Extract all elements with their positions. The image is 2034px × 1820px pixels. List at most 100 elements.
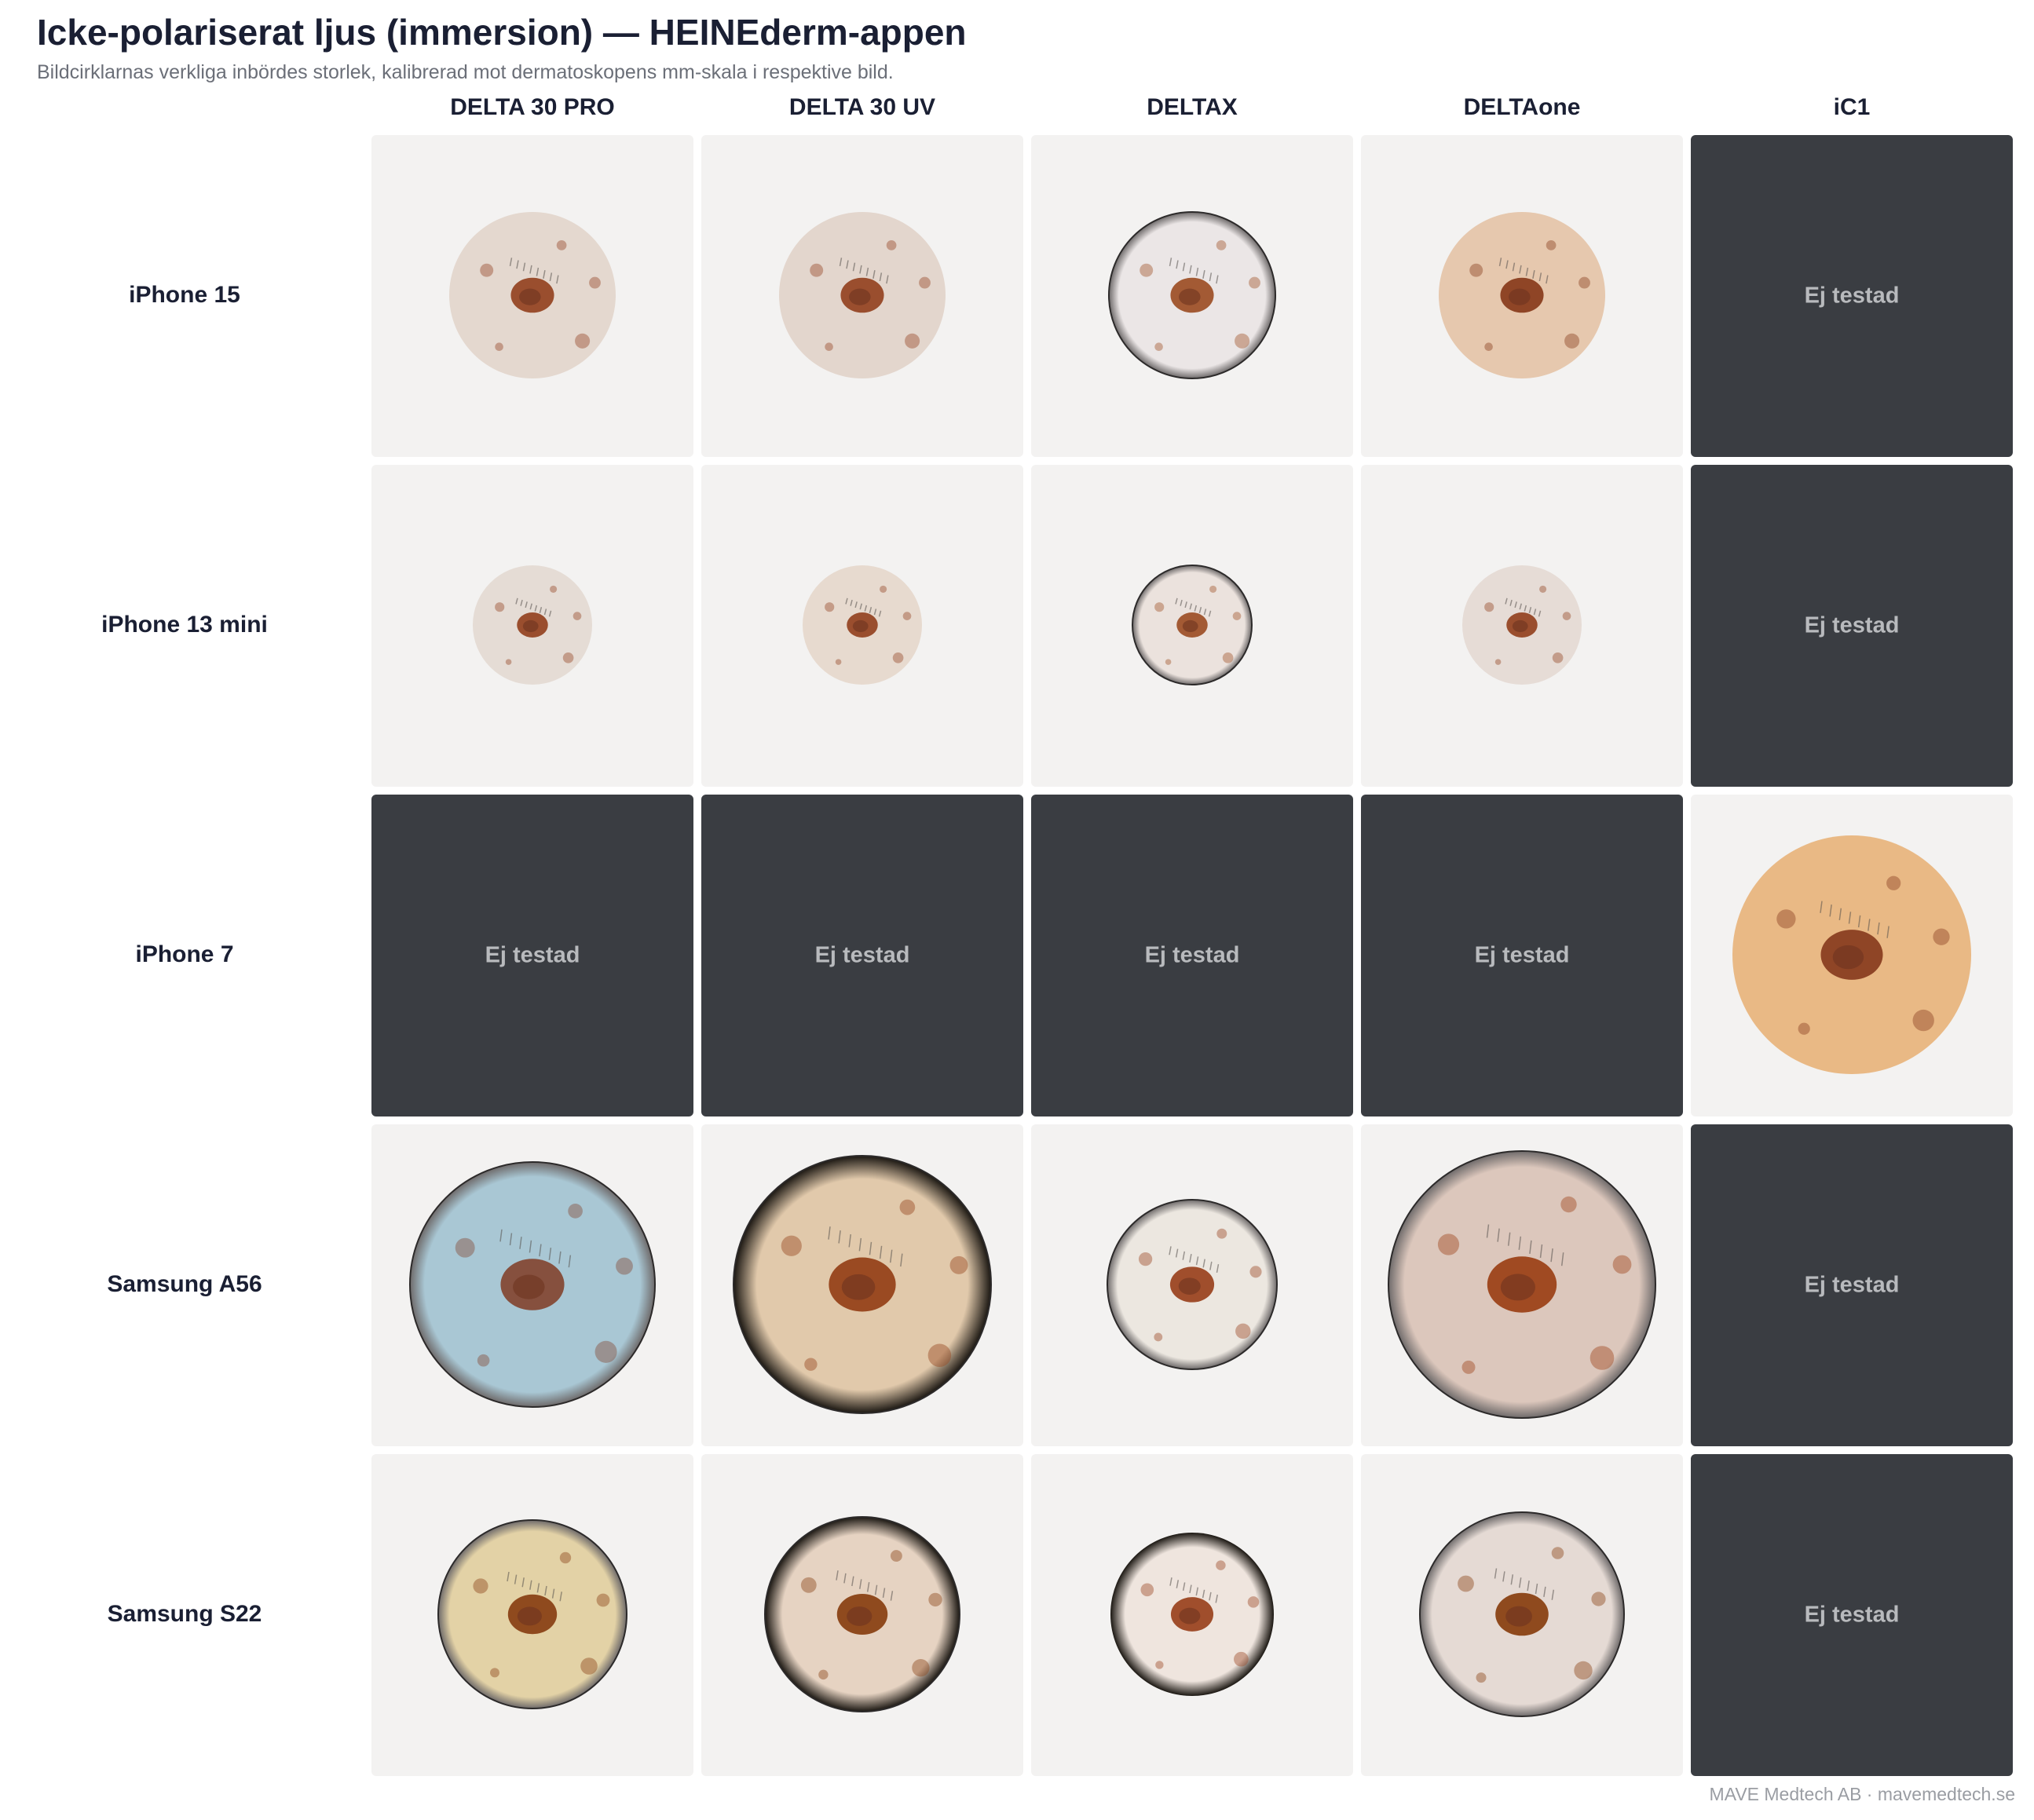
lesion-core (1509, 288, 1531, 305)
dermoscopy-cell (1031, 1454, 1353, 1776)
dermoscopy-cell (1031, 135, 1353, 457)
mm-scale-tick (848, 1233, 851, 1248)
freckle-spot (1437, 1233, 1460, 1255)
mm-scale-tick (845, 598, 848, 605)
freckle-spot (1590, 1346, 1615, 1370)
untested-cell: Ej testad (371, 795, 693, 1116)
mm-scale-tick (499, 1229, 503, 1242)
lesion-core (1182, 619, 1198, 633)
mm-scale-tick (1524, 605, 1527, 612)
not-tested-label: Ej testad (1804, 1602, 1900, 1628)
lesion-core (841, 1274, 876, 1300)
page-subtitle: Bildcirklarnas verkliga inbördes storlek… (37, 61, 894, 83)
mm-scale-tick (1528, 607, 1532, 613)
untested-cell: Ej testad (1031, 795, 1353, 1116)
dermoscopy-image (409, 1161, 656, 1408)
freckle-spot (1933, 928, 1950, 945)
freckle-spot (949, 1255, 968, 1274)
not-tested-label: Ej testad (1804, 1272, 1900, 1298)
freckle-spot (495, 602, 505, 612)
mm-scale-tick (1182, 1251, 1186, 1260)
mm-scale-tick (559, 1592, 562, 1602)
freckle-spot (1232, 612, 1242, 620)
mm-scale-tick (879, 272, 883, 282)
freckle-spot (1579, 276, 1590, 289)
mm-scale-tick (859, 1579, 862, 1589)
mm-scale-tick (1538, 610, 1542, 617)
mm-scale-tick (1507, 1232, 1511, 1246)
lesion-core (852, 619, 869, 633)
untested-cell: Ej testad (1691, 135, 2013, 457)
mm-scale-tick (1216, 1263, 1220, 1274)
mm-scale-tick (1529, 1240, 1532, 1254)
mm-scale-tick (1175, 598, 1178, 605)
freckle-spot (1209, 585, 1217, 593)
mm-scale-tick (1216, 275, 1219, 284)
mm-scale-tick (521, 1577, 525, 1588)
mm-scale-tick (551, 1588, 555, 1599)
freckle-spot (473, 1578, 488, 1594)
lesion-core (513, 1274, 545, 1299)
dermoscopy-image (1419, 1511, 1625, 1717)
freckle-spot (480, 263, 494, 277)
freckle-spot (1560, 1196, 1577, 1213)
mm-scale-tick (1820, 901, 1823, 913)
mm-scale-tick (890, 1591, 894, 1601)
mm-scale-tick (568, 1255, 572, 1268)
mm-scale-tick (1180, 599, 1183, 606)
mm-scale-tick (1169, 1577, 1172, 1586)
mm-scale-tick (851, 1576, 854, 1587)
mm-scale-tick (838, 1230, 841, 1244)
dermoscopy-image (779, 212, 946, 378)
freckle-spot (580, 1657, 598, 1675)
freckle-spot (886, 240, 897, 250)
mm-scale-tick (509, 1233, 513, 1246)
mm-scale-tick (1512, 262, 1516, 272)
freckle-spot (1551, 1547, 1564, 1559)
untested-cell: Ej testad (1691, 465, 2013, 787)
dermoscopy-cell (1691, 795, 2013, 1116)
mm-scale-tick (1195, 1256, 1199, 1266)
mm-scale-tick (1189, 265, 1192, 274)
freckle-spot (927, 1343, 952, 1367)
mm-scale-tick (828, 1226, 831, 1240)
mm-scale-tick (1209, 272, 1213, 282)
mm-scale-tick (515, 598, 518, 605)
freckle-spot (880, 585, 887, 593)
freckle-spot (1155, 1661, 1164, 1669)
dermoscopy-image (1732, 835, 1971, 1074)
mm-scale-tick (1502, 1571, 1505, 1582)
dermoscopy-image (1110, 1533, 1274, 1696)
mm-scale-tick (1182, 262, 1186, 272)
dermoscopy-cell (371, 135, 693, 457)
freckle-spot (1912, 1009, 1934, 1032)
lesion-core (1832, 945, 1864, 970)
mm-scale-tick (874, 1584, 878, 1595)
mm-scale-tick (1209, 1261, 1213, 1270)
mm-scale-tick (1202, 1589, 1205, 1599)
mm-scale-tick (519, 1237, 522, 1249)
mm-scale-tick (539, 1244, 542, 1257)
dermoscopy-cell (371, 465, 693, 787)
row-label: Samsung A56 (107, 1271, 262, 1297)
freckle-spot (1154, 1332, 1163, 1342)
mm-scale-tick (1510, 1574, 1514, 1585)
freckle-spot (559, 1551, 572, 1564)
freckle-spot (1249, 1266, 1262, 1278)
dermoscopy-cell (1361, 1124, 1683, 1446)
freckle-spot (1539, 585, 1547, 593)
dermoscopy-image (449, 212, 616, 378)
mm-scale-tick (1848, 912, 1852, 924)
dermoscopy-cell (1361, 135, 1683, 457)
mm-scale-tick (858, 1237, 862, 1252)
mm-scale-tick (549, 272, 553, 282)
mm-scale-tick (859, 603, 862, 610)
freckle-spot (568, 1204, 583, 1219)
freckle-spot (800, 1577, 817, 1593)
freckle-spot (505, 659, 512, 665)
freckle-spot (804, 1358, 818, 1371)
mm-scale-tick (872, 270, 876, 279)
dermoscopy-image (473, 565, 592, 685)
freckle-spot (1798, 1022, 1810, 1035)
dermoscopy-cell (701, 465, 1023, 787)
